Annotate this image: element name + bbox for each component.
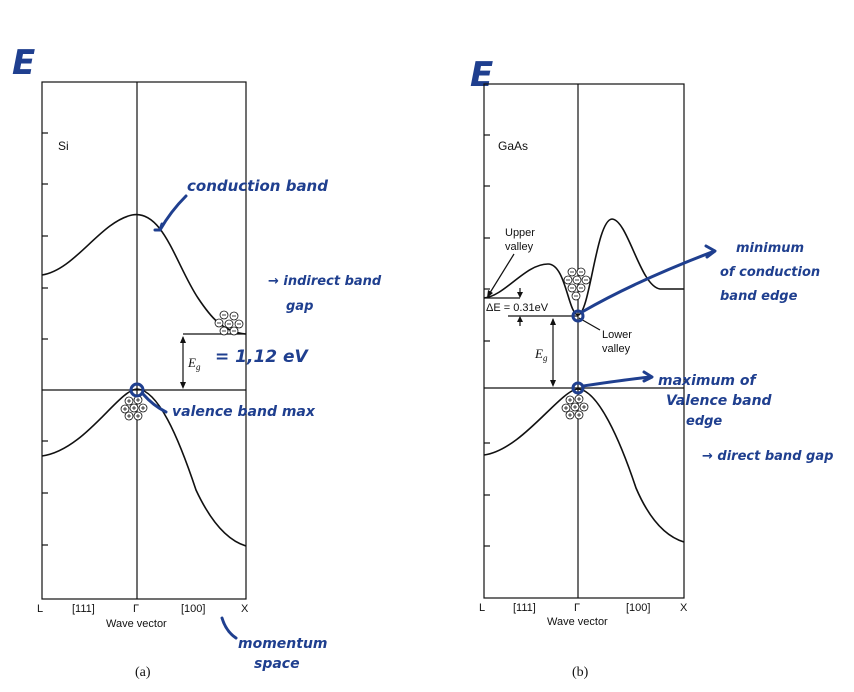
note-min-2: of conduction bbox=[720, 265, 820, 280]
note-conduction-band: conduction band bbox=[187, 177, 328, 195]
bandgap-symbol-b: Eg bbox=[534, 346, 548, 363]
upper-valley-pointer-head bbox=[487, 290, 493, 298]
plot-frame-a bbox=[41, 81, 247, 600]
note-max-2: Valence band bbox=[666, 393, 773, 409]
valence-max-marker-a bbox=[129, 382, 145, 398]
bandgap-arrow-b bbox=[550, 318, 556, 387]
note-arrowhead-conduction bbox=[153, 222, 164, 232]
note-arrow-max bbox=[581, 375, 652, 388]
material-label-a: Si bbox=[58, 139, 69, 153]
upper-valley-label-1: Upper bbox=[505, 227, 535, 239]
note-indirect-1: → indirect band bbox=[268, 274, 382, 289]
note-momentum-1: momentum bbox=[238, 636, 328, 652]
lower-valley-label-1: Lower bbox=[602, 329, 632, 341]
x-tick-gamma-a: Γ bbox=[133, 603, 139, 615]
x-tick-X-b: X bbox=[680, 602, 688, 614]
energy-axis-mark-a: E bbox=[12, 43, 35, 83]
conduction-band-curve-a bbox=[41, 213, 247, 335]
note-indirect-2: gap bbox=[286, 299, 313, 314]
caption-a: (a) bbox=[135, 665, 151, 680]
note-arrow-conduction bbox=[158, 194, 188, 232]
x-tick-100-a: [100] bbox=[181, 603, 205, 615]
note-arrowhead-max bbox=[642, 370, 654, 383]
conduction-min-marker-b bbox=[571, 309, 585, 323]
material-label-b: GaAs bbox=[498, 139, 528, 153]
x-tick-gamma-b: Γ bbox=[574, 602, 580, 614]
x-axis-title-a: Wave vector bbox=[106, 618, 167, 630]
note-max-3: edge bbox=[686, 414, 722, 429]
note-max-1: maximum of bbox=[658, 373, 757, 389]
valence-band-curve-b bbox=[483, 388, 685, 543]
electron-cluster-b bbox=[563, 267, 591, 301]
electron-cluster-a bbox=[214, 310, 244, 336]
x-tick-X-a: X bbox=[241, 603, 249, 615]
delta-e-label: ΔE = 0.31eV bbox=[486, 302, 549, 314]
note-valence-max: valence band max bbox=[172, 404, 316, 420]
energy-axis-mark-b: E bbox=[470, 55, 493, 95]
caption-b: (b) bbox=[572, 665, 589, 680]
bandgap-arrow-a bbox=[180, 336, 186, 389]
upper-valley-label-2: valley bbox=[505, 241, 534, 253]
note-arrow-valence bbox=[141, 392, 168, 414]
x-tick-L-b: L bbox=[479, 602, 485, 614]
delta-e-arrows bbox=[517, 288, 523, 326]
note-min-3: band edge bbox=[720, 289, 798, 304]
panel-a-si: E Si bbox=[12, 43, 382, 680]
x-tick-100-b: [100] bbox=[626, 602, 650, 614]
x-tick-111-b: [111] bbox=[513, 602, 536, 614]
note-arrow-momentum bbox=[220, 616, 238, 640]
bandgap-value-a: = 1,12 eV bbox=[215, 347, 310, 367]
y-ticks-a bbox=[42, 132, 48, 546]
bandgap-symbol-a: Eg bbox=[187, 355, 201, 372]
hole-cluster-a bbox=[120, 395, 148, 421]
x-axis-title-b: Wave vector bbox=[547, 616, 608, 628]
x-tick-L-a: L bbox=[37, 603, 43, 615]
note-direct-gap: → direct band gap bbox=[702, 449, 833, 464]
hole-cluster-b bbox=[561, 394, 589, 420]
y-ticks-b bbox=[484, 134, 490, 547]
note-arrowhead-min bbox=[704, 244, 717, 259]
note-arrow-min bbox=[580, 250, 714, 314]
note-min-1: minimum bbox=[736, 241, 804, 256]
upper-valley-pointer bbox=[487, 253, 515, 297]
note-momentum-2: space bbox=[254, 656, 300, 672]
lower-valley-label-2: valley bbox=[602, 343, 631, 355]
panel-b-gaas: E GaAs Upper bbox=[470, 55, 833, 680]
valence-max-marker-b bbox=[571, 381, 585, 395]
x-tick-111-a: [111] bbox=[72, 603, 95, 615]
